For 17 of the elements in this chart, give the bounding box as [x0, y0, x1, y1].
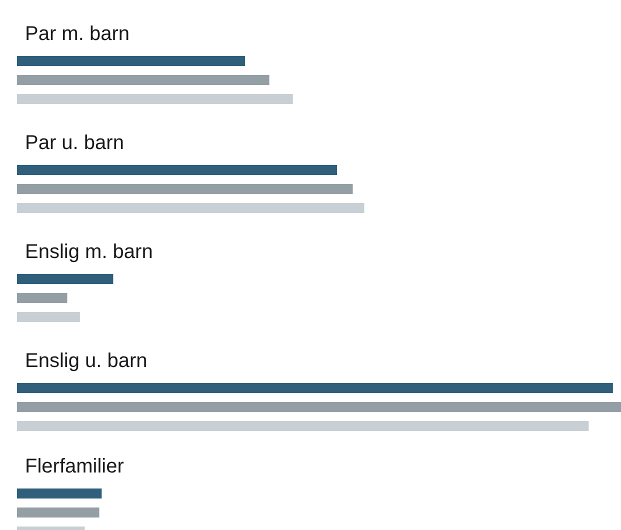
- bar: [17, 184, 353, 194]
- bar: [17, 421, 589, 431]
- bar: [17, 293, 68, 303]
- bar: [17, 312, 80, 322]
- y-tick-label: Flerfamilier: [25, 456, 124, 478]
- bar: [17, 56, 246, 66]
- y-tick-label: Par u. barn: [25, 132, 124, 154]
- y-tick-label: Enslig m. barn: [25, 241, 153, 263]
- y-tick-label: Par m. barn: [25, 23, 130, 45]
- bar: [17, 203, 364, 213]
- bar: [17, 75, 270, 85]
- bar: [17, 383, 613, 393]
- bar: [17, 165, 338, 175]
- bar: [17, 94, 293, 104]
- bar: [17, 402, 621, 412]
- bar: [17, 274, 114, 284]
- y-tick-label: Enslig u. barn: [25, 350, 148, 372]
